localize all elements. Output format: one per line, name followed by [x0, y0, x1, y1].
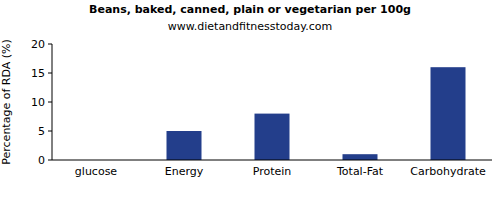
y-tick-label: 20 [31, 38, 45, 51]
y-tick [48, 160, 52, 161]
bar [167, 131, 202, 160]
x-tick-label: Total-Fat [336, 165, 384, 178]
x-tick-label: Carbohydrate [410, 165, 486, 178]
x-axis [52, 160, 492, 161]
y-tick [48, 73, 52, 74]
bars [167, 67, 466, 160]
subtitle: www.dietandfitnesstoday.com [168, 20, 332, 33]
y-axis-label: Percentage of RDA (%) [0, 39, 13, 164]
bar [255, 114, 290, 160]
y-tick-label: 15 [31, 67, 45, 80]
x-tick-label: Protein [253, 165, 292, 178]
y-tick-label: 10 [31, 96, 45, 109]
title: Beans, baked, canned, plain or vegetaria… [89, 3, 411, 16]
y-axis [52, 44, 53, 160]
x-tick-label: Energy [165, 165, 204, 178]
chart: Beans, baked, canned, plain or vegetaria… [0, 0, 500, 200]
y-tick-label: 0 [38, 154, 45, 167]
bar [431, 67, 466, 160]
y-tick [48, 102, 52, 103]
y-tick [48, 131, 52, 132]
y-tick [48, 44, 52, 45]
y-tick-label: 5 [38, 125, 45, 138]
bar [343, 154, 378, 160]
x-tick-label: glucose [75, 165, 118, 178]
